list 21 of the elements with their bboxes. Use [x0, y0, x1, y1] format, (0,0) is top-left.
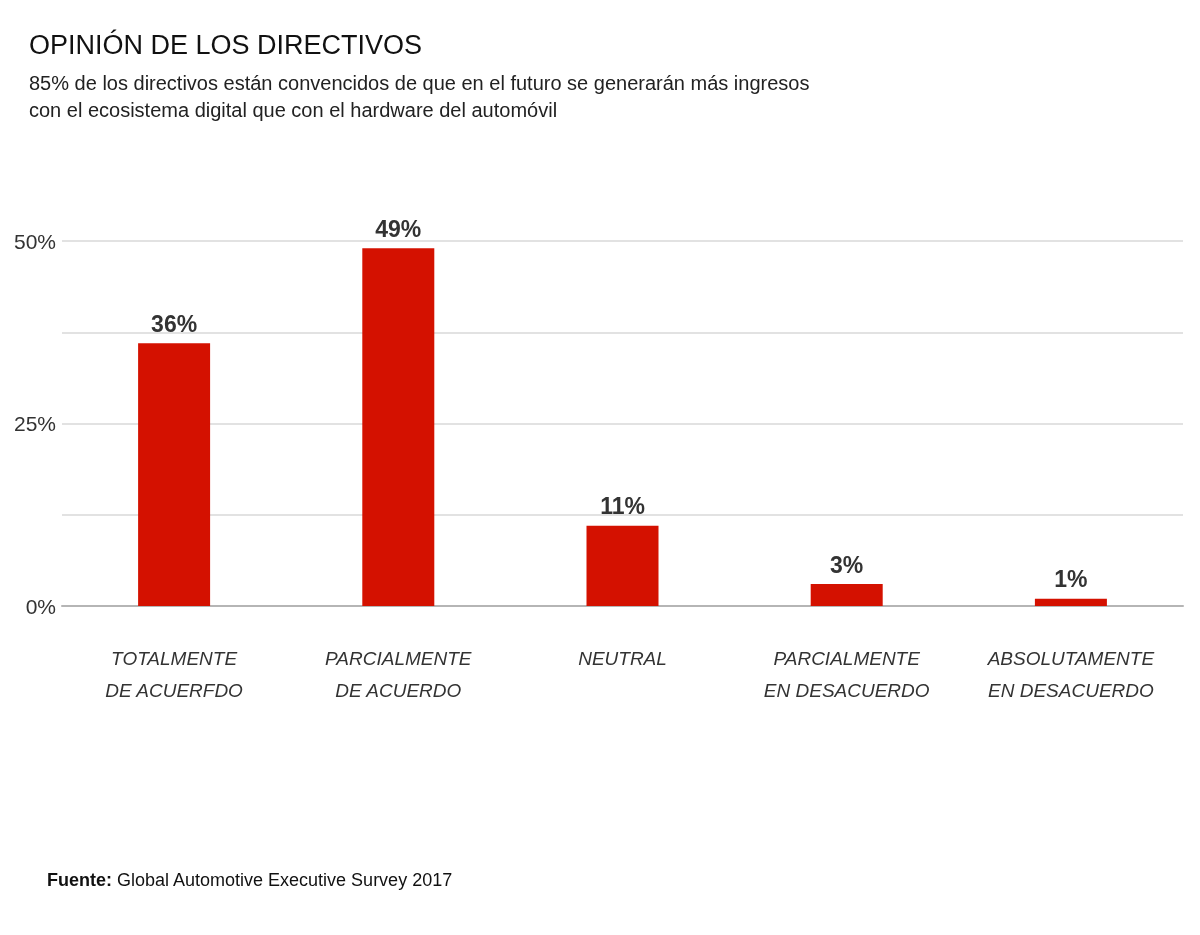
y-tick-label: 50% [13, 229, 56, 253]
x-tick-label: PARCIALMENTE DE ACUERDO [325, 647, 472, 701]
bar [138, 343, 211, 606]
y-tick-label: 0% [25, 594, 56, 618]
bar [810, 584, 883, 606]
source-note: Fuente: Global Automotive Executive Survey 2017 [47, 870, 453, 890]
x-tick-label: NEUTRAL [578, 647, 667, 669]
y-tick-label: 25% [13, 412, 56, 435]
bar [362, 248, 435, 606]
data-label: 49% [375, 215, 422, 242]
data-label: 36% [151, 310, 198, 337]
data-label: 1% [1054, 566, 1088, 593]
x-tick-label: ABSOLUTAMENTE EN DESACUERDO [986, 647, 1155, 701]
chart-subtitle: 85% de los directivos están convencidos de que en el futuro se generarán más ingresos con el ecosistema digital que con el hardware del automóvil [29, 71, 816, 121]
x-tick-label: PARCIALMENTE EN DESACUERDO [763, 647, 930, 701]
bar [1034, 598, 1107, 606]
chart-title: OPINIÓN DE LOS DIRECTIVOS [29, 28, 423, 60]
data-label: 3% [830, 551, 864, 578]
x-tick-label: TOTALMENTE DE ACUERFDO [105, 647, 244, 701]
bar [586, 525, 659, 606]
data-label: 11% [600, 493, 645, 520]
